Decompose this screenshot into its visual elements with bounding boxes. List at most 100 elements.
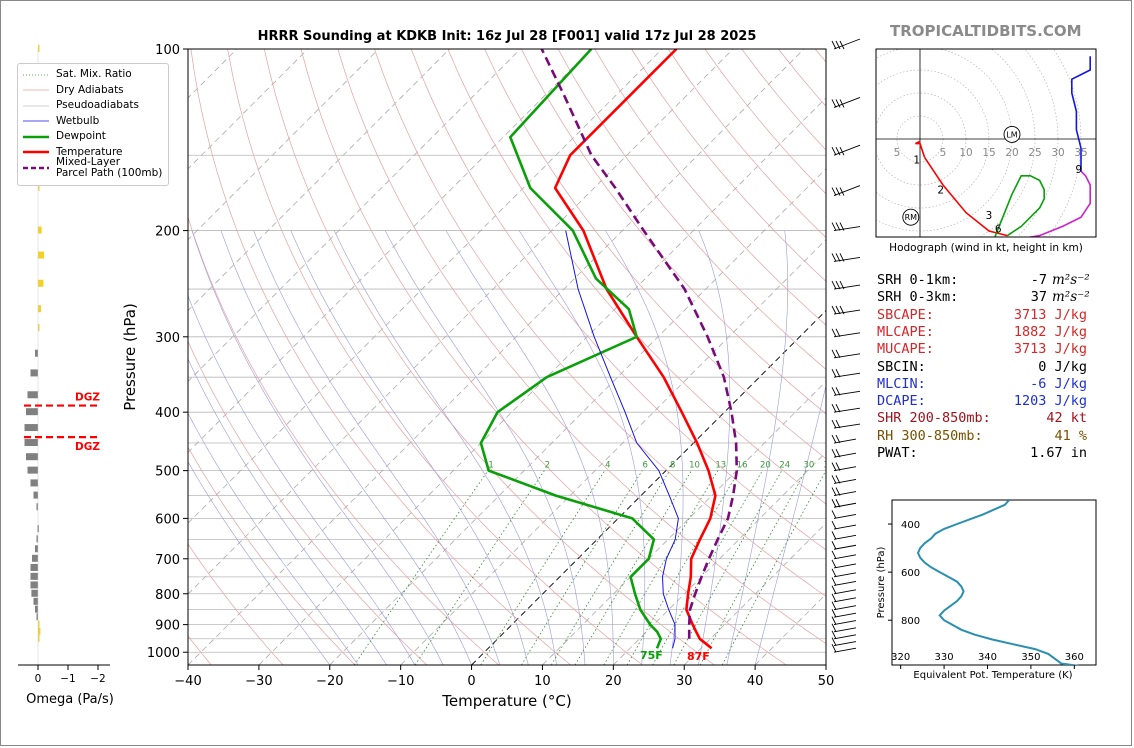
legend-item: Dewpoint (22, 129, 106, 144)
wind-barb-flag (831, 349, 837, 358)
wind-barb-flag (831, 147, 837, 156)
wind-barb-flag (831, 550, 837, 559)
wind-barb-flag (839, 147, 845, 156)
isotherm-line (188, 49, 805, 665)
hodograph-ring-label: 5 (894, 147, 901, 159)
wind-barb-flag (831, 387, 837, 396)
legend-swatch (23, 166, 49, 169)
wind-barb-flag (835, 387, 841, 396)
theta-e-x-tick-label: 350 (1021, 652, 1040, 663)
mixing-ratio-label: 2 (545, 461, 550, 471)
wind-barb-flag (831, 593, 837, 603)
stat-label: MUCAPE: (877, 341, 934, 358)
stat-value: 1882 J/kg (877, 324, 1087, 340)
wind-barb (833, 605, 857, 611)
wind-barb-flag (831, 222, 837, 231)
wind-barb-flag (831, 644, 837, 653)
omega-bar (27, 391, 38, 399)
stat-label: SHR 200-850mb: (877, 410, 991, 427)
y-tick-label: 400 (155, 406, 180, 421)
wind-barb (833, 647, 857, 653)
theta-e-y-tick-label: 400 (901, 520, 920, 531)
theta-e-profile (916, 500, 1079, 665)
pseudoadiabat (384, 230, 586, 665)
wind-barb-flag (835, 253, 841, 262)
legend-label: Pseudoadiabats (56, 99, 139, 111)
wind-barb-flag (831, 585, 837, 594)
mixing-ratio-line (480, 470, 606, 665)
y-tick-label: 800 (155, 588, 180, 603)
isotherm-line (188, 49, 379, 241)
legend-swatch (23, 74, 49, 75)
legend: Sat. Mix. Ratio Dry Adiabats Pseudoadiabat… (17, 63, 169, 186)
wind-barb-flag (835, 462, 841, 471)
x-tick-label: 0 (467, 674, 475, 689)
legend-item: Sat. Mix. Ratio (22, 67, 132, 82)
dry-adiabat (300, 49, 787, 665)
hodograph-trace (915, 140, 926, 158)
y-tick-label: 300 (155, 331, 180, 346)
pseudoadiabat (754, 384, 826, 665)
wind-barb (833, 524, 857, 530)
mixing-ratio-line (721, 470, 826, 665)
mixing-ratio-label: 13 (715, 461, 726, 471)
wind-barb (833, 589, 857, 595)
pseudoadiabat (333, 230, 557, 665)
wind-barb (833, 478, 857, 484)
wind-barb-flag (831, 609, 837, 618)
mixing-ratio-label: 6 (642, 461, 647, 471)
dry-adiabat (484, 49, 826, 460)
wind-barb-flag (831, 403, 837, 413)
stat-value-number: 3713 J/kg (1013, 306, 1087, 323)
theta-e-x-tick-label: 360 (1065, 652, 1084, 663)
pseudoadiabat (290, 230, 529, 665)
wind-barb-flag (831, 305, 837, 315)
wind-barb-flag (835, 419, 841, 429)
mixing-ratio-line (699, 470, 807, 665)
wind-barb (833, 144, 861, 156)
wind-barb (833, 185, 861, 197)
hodograph-trace (994, 175, 1045, 237)
dry-adiabat (263, 49, 715, 665)
wind-barb (833, 407, 861, 413)
omega-bar (32, 554, 38, 562)
hodograph-ring-label: 20 (1005, 147, 1018, 159)
wind-barb (833, 353, 861, 359)
mixing-ratio-line (414, 470, 545, 665)
stat-value: 0 J/kg (877, 359, 1087, 375)
mixing-ratio-line (652, 470, 763, 665)
legend-item: Mixed-Layer Parcel Path (100mb) (22, 156, 162, 178)
wind-barb-flag (831, 280, 837, 290)
zero-isotherm (471, 309, 826, 665)
right-mover-marker (902, 208, 920, 226)
x-tick-label: −30 (245, 674, 272, 689)
stat-value: 42 kt (877, 410, 1087, 426)
omega-bar (35, 545, 38, 553)
mixing-ratio-line (353, 470, 489, 665)
dgz-label: DGZ (75, 392, 100, 404)
omega-bar (36, 503, 38, 511)
legend-label: Sat. Mix. Ratio (56, 68, 132, 80)
wind-barb-flag (835, 305, 841, 315)
hodograph-height-label: 3 (986, 210, 993, 222)
stat-value-number: 1.67 in (1030, 445, 1087, 461)
omega-bar (38, 634, 40, 642)
wind-barb-flag (831, 40, 837, 50)
wind-barb (833, 627, 857, 633)
theta-e-y-tick-label: 800 (901, 616, 920, 627)
legend-swatch (23, 89, 49, 91)
wind-barb-flag (831, 577, 837, 586)
omega-bar (36, 535, 38, 543)
isotherm-line (188, 49, 521, 383)
stat-value-number: 37 (1030, 289, 1047, 306)
wind-barb-flag (831, 541, 837, 550)
x-tick-label: 40 (747, 674, 764, 689)
stat-label: MLCAPE: (877, 323, 934, 340)
hodograph-height-label: 9 (1075, 164, 1082, 176)
wind-barb (833, 620, 857, 626)
legend-item: Pseudoadiabats (22, 98, 139, 113)
x-tick-label: 50 (818, 674, 835, 689)
pseudoadiabat (191, 230, 444, 665)
skewt-plot-area: 1 2 4 6 8 10 13 16 20 24 30 36 (188, 49, 826, 665)
